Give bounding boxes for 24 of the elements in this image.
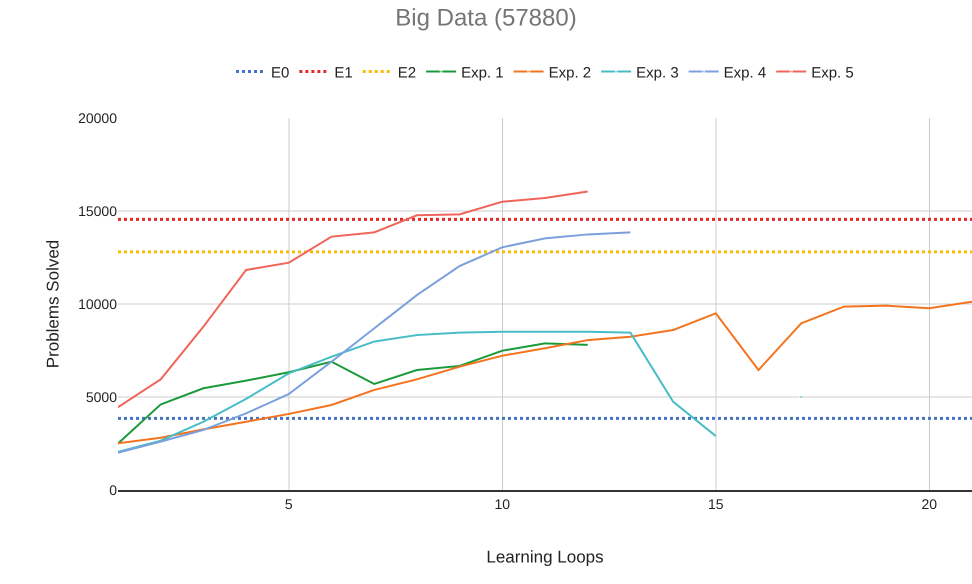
x-tick-label: 5 bbox=[284, 496, 293, 512]
x-tick-label: 20 bbox=[922, 496, 938, 512]
y-tick-label: 5000 bbox=[86, 388, 118, 405]
y-tick-label: 15000 bbox=[78, 202, 118, 219]
line-series bbox=[118, 190, 589, 408]
y-axis-title: Problems Solved bbox=[44, 240, 63, 368]
y-tick-label: 10000 bbox=[78, 296, 118, 312]
y-tick-label: 0 bbox=[109, 482, 118, 498]
legend-label: Exp. 4 bbox=[724, 64, 766, 82]
x-tick-label: 10 bbox=[494, 496, 510, 512]
legend-label: Exp. 1 bbox=[461, 64, 504, 82]
legend-label: Exp. 2 bbox=[548, 64, 592, 82]
x-axis-title: Learning Loops bbox=[486, 548, 604, 567]
chart-title: Big Data (57880) bbox=[395, 4, 577, 32]
line-series bbox=[118, 231, 632, 454]
legend-label: Exp. 5 bbox=[811, 64, 854, 82]
legend-label: E2 bbox=[398, 64, 416, 82]
line-series bbox=[118, 300, 972, 444]
y-tick-label: 20000 bbox=[78, 110, 118, 126]
line-series bbox=[118, 342, 589, 444]
legend-label: Exp. 3 bbox=[636, 64, 679, 82]
legend-label: E0 bbox=[271, 64, 290, 82]
x-tick-label: 15 bbox=[708, 496, 724, 512]
legend-label: E1 bbox=[334, 64, 353, 82]
